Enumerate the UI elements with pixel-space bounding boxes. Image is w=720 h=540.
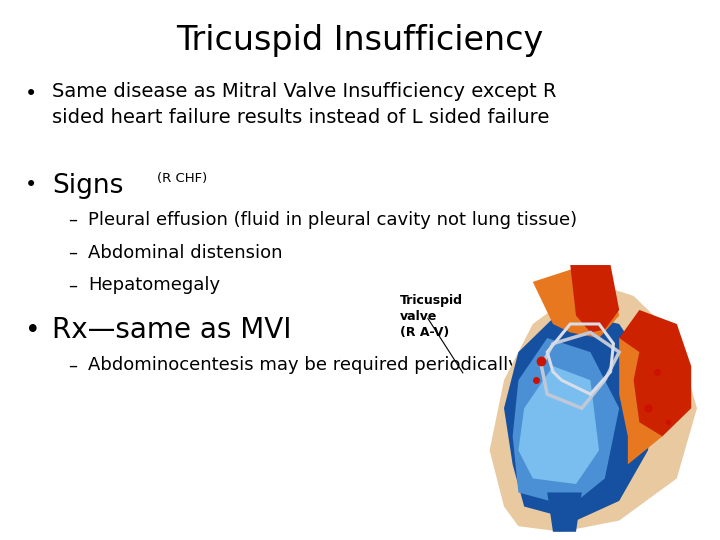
Polygon shape bbox=[518, 366, 599, 484]
Text: Same disease as Mitral Valve Insufficiency except R
sided heart failure results : Same disease as Mitral Valve Insufficien… bbox=[52, 82, 557, 127]
Text: Rx—same as MVI: Rx—same as MVI bbox=[52, 316, 292, 344]
Text: Hepatomegaly: Hepatomegaly bbox=[88, 276, 220, 294]
Text: Pleural effusion (fluid in pleural cavity not lung tissue): Pleural effusion (fluid in pleural cavit… bbox=[88, 211, 577, 228]
Text: –: – bbox=[68, 356, 78, 374]
Text: –: – bbox=[68, 276, 78, 294]
Polygon shape bbox=[490, 282, 697, 532]
Polygon shape bbox=[504, 310, 657, 521]
Polygon shape bbox=[533, 268, 619, 338]
Text: Tricuspid Insufficiency: Tricuspid Insufficiency bbox=[176, 24, 544, 57]
Polygon shape bbox=[619, 324, 685, 464]
Polygon shape bbox=[570, 265, 619, 333]
Text: Abdominal distension: Abdominal distension bbox=[88, 244, 282, 262]
Polygon shape bbox=[547, 492, 582, 532]
Text: (R CHF): (R CHF) bbox=[157, 172, 207, 185]
Text: •: • bbox=[25, 176, 37, 195]
Text: •: • bbox=[25, 318, 41, 343]
Text: –: – bbox=[68, 244, 78, 262]
Text: Abdominocentesis may be required periodically: Abdominocentesis may be required periodi… bbox=[88, 356, 518, 374]
Polygon shape bbox=[619, 310, 691, 436]
Text: Tricuspid
valve
(R A-V): Tricuspid valve (R A-V) bbox=[400, 294, 463, 339]
Text: –: – bbox=[68, 211, 78, 228]
Text: Signs: Signs bbox=[52, 173, 123, 199]
Text: •: • bbox=[25, 84, 37, 104]
Polygon shape bbox=[513, 338, 619, 507]
